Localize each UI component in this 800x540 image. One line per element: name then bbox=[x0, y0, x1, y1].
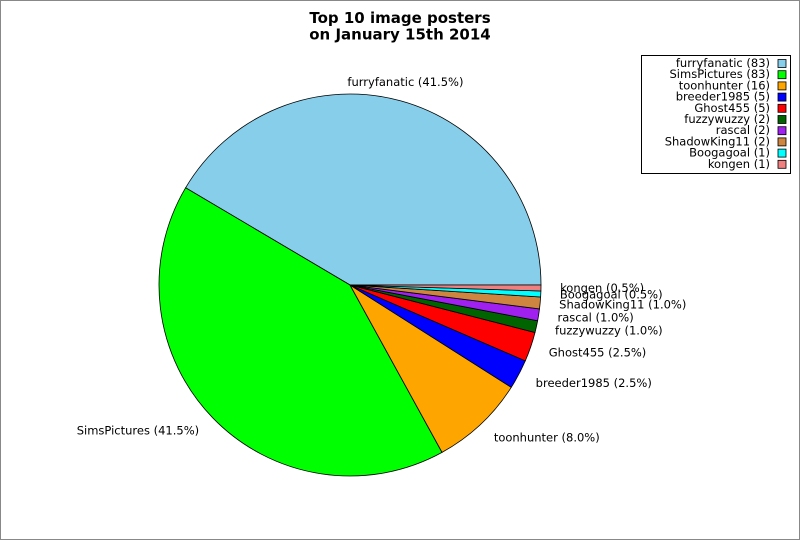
legend-label: fuzzywuzzy (2) bbox=[684, 112, 770, 126]
slice-label: ShadowKing11 (1.0%) bbox=[559, 297, 686, 311]
slice-label: rascal (1.0%) bbox=[558, 310, 634, 324]
legend-label: breeder1985 (5) bbox=[676, 90, 770, 104]
legend-swatch bbox=[777, 115, 787, 124]
slice-label: Boogagoal (0.5%) bbox=[560, 287, 663, 301]
legend-label: Ghost455 (5) bbox=[694, 101, 770, 115]
legend-swatch bbox=[777, 148, 787, 158]
chart-title: Top 10 image posters on January 15th 2014 bbox=[309, 9, 490, 44]
legend-label: furryfanatic (83) bbox=[676, 56, 770, 70]
legend-label: ShadowKing11 (2) bbox=[665, 134, 770, 148]
slice-label: SimsPictures (41.5%) bbox=[77, 424, 199, 438]
slice-label: breeder1985 (2.5%) bbox=[536, 376, 652, 390]
legend-swatch bbox=[777, 70, 787, 80]
legend-label: kongen (1) bbox=[708, 157, 770, 171]
legend-label: SimsPictures (83) bbox=[670, 67, 771, 81]
legend-swatch bbox=[777, 159, 787, 169]
pie-slice bbox=[185, 93, 542, 286]
slice-label: toonhunter (8.0%) bbox=[494, 431, 600, 445]
slice-label: Ghost455 (2.5%) bbox=[549, 346, 647, 360]
pie-slice bbox=[349, 284, 542, 292]
legend-label: toonhunter (16) bbox=[679, 78, 770, 92]
legend-swatch bbox=[777, 103, 787, 113]
slice-label: furryfanatic (41.5%) bbox=[347, 75, 463, 89]
pie-slice bbox=[349, 284, 512, 453]
legend-swatch bbox=[777, 137, 787, 147]
slice-label: kongen (0.5%) bbox=[560, 281, 644, 295]
legend-label: rascal (2) bbox=[716, 123, 770, 137]
slice-label: fuzzywuzzy (1.0%) bbox=[555, 323, 663, 337]
legend-swatch bbox=[777, 59, 787, 68]
legend-swatch bbox=[777, 81, 787, 91]
legend-swatch bbox=[777, 92, 787, 102]
legend-box bbox=[641, 55, 791, 174]
pie-slice bbox=[158, 187, 443, 477]
legend-swatch bbox=[777, 126, 787, 136]
legend-label: Boogagoal (1) bbox=[689, 146, 770, 160]
